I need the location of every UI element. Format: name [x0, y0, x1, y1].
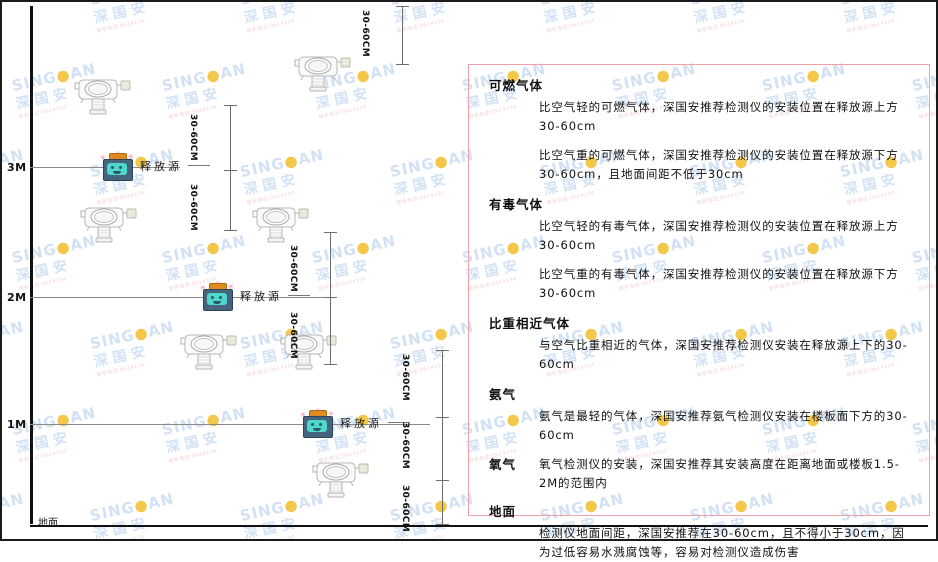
release-source-eye-left [111, 166, 114, 169]
section-paragraph: 比空气重的可燃气体，深国安推荐检测仪的安装位置在释放源下方30-60cm，且地面… [539, 148, 899, 181]
section-oxygen: 氧气 氧气检测仪的安装，深国安推荐其安装高度在距离地面或楼板1.5-2M的范围内 [483, 455, 915, 493]
section-heading: 比重相近气体 [489, 316, 571, 331]
dimension-tick [436, 480, 449, 481]
dimension-tick [324, 364, 337, 365]
dimension-line [442, 350, 443, 524]
release-source-icon: ✳✳✳ [100, 150, 134, 181]
watermark-brand: SING●AN [838, 2, 925, 9]
gas-detector [78, 200, 138, 244]
gas-detector-icon [280, 334, 337, 370]
recommendation-panel: 可燃气体比空气轻的可燃气体，深国安推荐检测仪的安装位置在释放源上方30-60cm… [468, 64, 930, 559]
installation-height-diagram: 3M 2M 1M 地面 ✳✳✳ 释放源 ✳✳✳ 释放源 ✳✳✳ 释放源 30-60CM 30-60CM… [2, 2, 928, 539]
section-flammable-gas: 可燃气体比空气轻的可燃气体，深国安推荐检测仪的安装位置在释放源上方30-60cm… [483, 75, 915, 184]
section-similar-density-gas: 比重相近气体与空气比重相近的气体，深国安推荐检测仪安装在释放源上下的30-60c… [483, 313, 915, 374]
dimension-label: 30-60CM [288, 245, 298, 293]
release-source-mouth [113, 171, 121, 174]
dimension-tick [436, 417, 449, 418]
section-paragraph: 氨气是最轻的气体，深国安推荐氨气检测仪安装在楼板面下方的30-60cm [539, 409, 908, 442]
section-ammonia: 氨气氨气是最轻的气体，深国安推荐氨气检测仪安装在楼板面下方的30-60cm [483, 384, 915, 445]
section-paragraph: 比空气重的有毒气体，深国安推荐检测仪的安装位置在释放源下方30-60cm [539, 267, 899, 300]
section-paragraph: 与空气比重相近的气体，深国安推荐检测仪安装在释放源上下的30-60cm [539, 338, 908, 371]
release-source-leader [388, 422, 410, 423]
dimension-label: 30-60CM [288, 312, 298, 360]
metre-line [30, 297, 330, 298]
watermark-contact: 联系电话:0614134 [546, 18, 596, 35]
dimension-line [230, 105, 231, 230]
dimension-tick [396, 64, 409, 65]
gas-detector-icon [74, 79, 131, 115]
dimension-tick [324, 232, 337, 233]
dimension-tick [436, 524, 449, 525]
dimension-label: 30-60CM [400, 485, 410, 533]
dimension-label: 30-60CM [188, 184, 198, 232]
gas-detector-icon [312, 462, 369, 498]
section-ground: 地面检测仪地面间距，深国安推荐在30-60cm，且不得小于30cm，因为过低容易… [483, 501, 915, 562]
release-source-icon: ✳✳✳ [200, 280, 234, 311]
dimension-line [402, 6, 403, 64]
watermark-brand: SING●AN [688, 2, 775, 9]
gas-detector [292, 49, 352, 93]
section-heading: 可燃气体 [489, 78, 544, 93]
gas-detector-icon [252, 207, 309, 243]
gas-detector [72, 72, 132, 116]
release-source-label: 释放源 [140, 160, 182, 173]
ground-label: 地面 [38, 518, 58, 529]
section-heading: 有毒气体 [489, 197, 544, 212]
watermark-brand-cn: 深国安 [542, 2, 602, 27]
release-source-eye-right [319, 423, 322, 426]
release-source-mouth [213, 301, 221, 304]
section-heading: 地面 [489, 504, 517, 519]
axis-label-1m: 1M [7, 418, 27, 431]
release-source-mouth [313, 428, 321, 431]
section-paragraph: 比空气轻的有毒气体，深国安推荐检测仪的安装位置在释放源上方30-60cm [539, 219, 899, 252]
vertical-axis [30, 6, 33, 524]
watermark-brand-cn: 深国安 [692, 2, 752, 27]
release-source-label: 释放源 [240, 290, 282, 303]
gas-detector-icon [294, 56, 351, 92]
dimension-tick [324, 297, 337, 298]
release-source-leader [188, 165, 210, 166]
dimension-label: 30-60CM [360, 10, 370, 58]
watermark-contact: 联系电话:0614134 [846, 18, 896, 35]
section-paragraph: 检测仪地面间距，深国安推荐在30-60cm，且不得小于30cm，因为过低容易水溅… [539, 526, 905, 559]
gas-detector [178, 327, 238, 371]
gas-detector-icon [180, 334, 237, 370]
metre-line [30, 424, 430, 425]
dimension-tick [396, 6, 409, 7]
dimension-tick [224, 105, 237, 106]
release-source-eye-left [211, 296, 214, 299]
dimension-label: 30-60CM [400, 422, 410, 470]
gas-detector [278, 327, 338, 371]
ground-axis [30, 525, 928, 527]
release-source-leader [288, 295, 310, 296]
release-source-icon: ✳✳✳ [300, 407, 334, 438]
release-source-label: 释放源 [340, 417, 382, 430]
section-paragraph: 氧气检测仪的安装，深国安推荐其安装高度在距离地面或楼板1.5-2M的范围内 [539, 457, 900, 490]
gas-detector-icon [80, 207, 137, 243]
release-source-eye-left [311, 423, 314, 426]
dimension-tick [224, 230, 237, 231]
gas-detector [310, 455, 370, 499]
dimension-tick [436, 350, 449, 351]
dimension-line [330, 232, 331, 364]
watermark-brand-cn: 深国安 [842, 2, 902, 27]
release-source-eye-right [119, 166, 122, 169]
dimension-tick [224, 170, 237, 171]
axis-label-3m: 3M [7, 161, 27, 174]
release-source-eye-right [219, 296, 222, 299]
dimension-label: 30-60CM [188, 114, 198, 162]
watermark-brand: SING●AN [538, 2, 625, 9]
axis-label-2m: 2M [7, 291, 27, 304]
dimension-label: 30-60CM [400, 354, 410, 402]
gas-detector [250, 200, 310, 244]
section-heading: 氧气 [489, 457, 517, 472]
section-heading: 氨气 [489, 387, 517, 402]
watermark-contact: 联系电话:0614134 [696, 18, 746, 35]
section-toxic-gas: 有毒气体比空气轻的有毒气体，深国安推荐检测仪的安装位置在释放源上方30-60cm… [483, 194, 915, 303]
section-paragraph: 比空气轻的可燃气体，深国安推荐检测仪的安装位置在释放源上方30-60cm [539, 100, 899, 133]
